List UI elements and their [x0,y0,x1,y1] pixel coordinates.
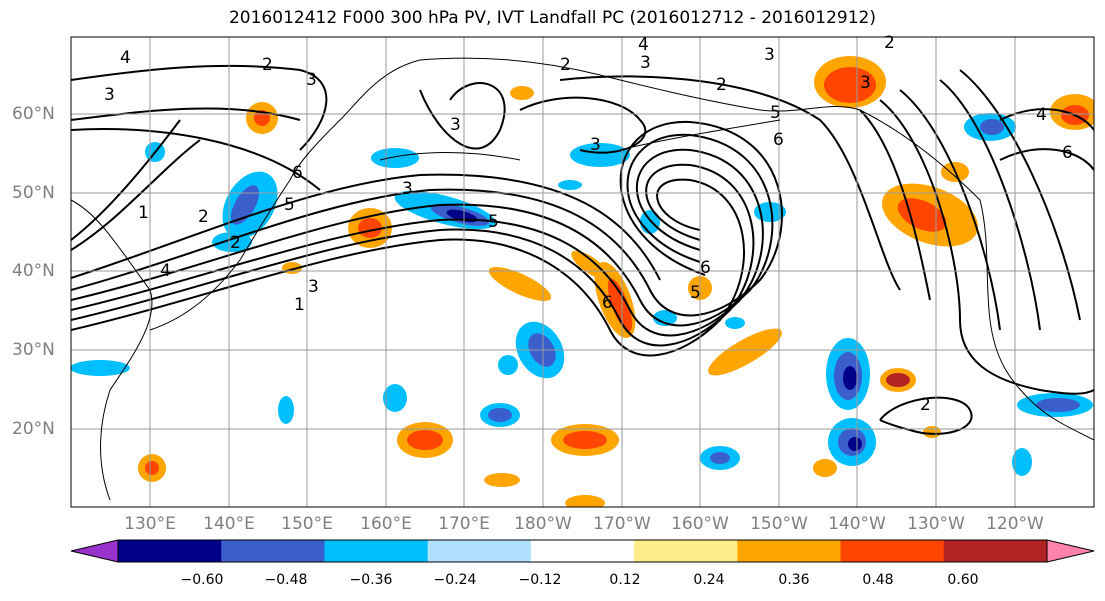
contour-label: 2 [716,75,727,95]
lon-label: 150°W [750,514,808,534]
contour-label: 5 [770,103,781,123]
lon-label: 130°W [907,514,965,534]
contour-label: 6 [1062,143,1073,163]
contour-label: 4 [120,48,131,68]
contour-label: 2 [884,33,895,53]
contour-label: 3 [402,179,413,199]
colorbar-tick-label: −0.36 [349,572,393,588]
contour-label: 6 [292,163,303,183]
lon-label: 120°W [986,514,1044,534]
colorbar-tick-label: 0.36 [778,572,810,588]
colorbar-extend-high [1046,539,1095,563]
colorbar-segment [118,540,222,562]
colorbar-tick-label: 0.24 [693,572,725,588]
lon-label: 180°W [514,514,572,534]
colorbar-segment [634,540,738,562]
colorbar-extend-low [70,539,119,563]
lat-label: 50°N [12,183,55,203]
colorbar-segment [427,540,532,562]
contour-label: 6 [700,258,711,278]
colorbar-segment [943,540,1048,562]
contour-label: 4 [160,261,171,281]
contour-label: 2 [198,207,209,227]
colorbar-segment [221,540,325,562]
colorbar-tick-label: −0.12 [518,572,562,588]
contour-label: 3 [104,85,115,105]
contour-label: 2 [230,233,241,253]
colorbar-segment [840,540,945,562]
contour-label: 2 [560,55,571,75]
map-frame [70,36,1095,508]
lon-label: 160°W [671,514,729,534]
colorbar [70,539,1095,563]
contour-label: 5 [690,283,701,303]
contour-label: 5 [284,195,295,215]
colorbar-frame [117,539,1048,563]
lon-label: 150°E [281,514,333,534]
pv-contours [71,64,1094,435]
contour-label: 5 [488,212,499,232]
lat-label: 40°N [12,261,55,281]
contour-label: 2 [262,55,273,75]
colorbar-tick-label: −0.60 [180,572,224,588]
contour-label: 6 [602,293,613,313]
contour-label: 3 [450,115,461,135]
lon-label: 170°W [593,514,651,534]
colorbar-tick-label: 0.60 [947,572,979,588]
lat-label: 20°N [12,419,55,439]
colorbar-tick-label: −0.48 [264,572,308,588]
contour-label: 3 [860,73,871,93]
colorbar-segment [737,540,842,562]
ivt-anomaly-shading [71,56,1094,507]
colorbar-tick-label: −0.24 [433,572,477,588]
colorbar-segment [530,540,635,562]
contour-label: 3 [640,53,651,73]
contour-label: 3 [308,277,319,297]
lon-label: 140°W [828,514,886,534]
lon-label: 130°E [124,514,176,534]
contour-label: 3 [306,70,317,90]
coastlines [71,57,1094,501]
contour-label: 1 [294,295,305,315]
lon-label: 170°E [438,514,490,534]
contour-label: 1 [138,203,149,223]
lat-label: 60°N [12,104,55,124]
contour-label: 6 [773,130,784,150]
contour-label: 4 [1036,105,1047,125]
colorbar-segment [324,540,429,562]
lon-label: 140°E [203,514,255,534]
contour-label: 3 [590,135,601,155]
lon-label: 160°E [360,514,412,534]
colorbar-tick-label: 0.12 [609,572,641,588]
lat-label: 30°N [12,340,55,360]
contour-label: 2 [920,395,931,415]
colorbar-tick-label: 0.48 [862,572,894,588]
contour-label: 3 [764,45,775,65]
contour-label: 4 [638,35,649,55]
contour-labels: 4 3 2 3 4 2 3 2 3 3 3 6 3 6 5 3 5 2 1 2 … [104,33,1073,415]
graticule [71,37,1094,507]
map-title: 2016012412 F000 300 hPa PV, IVT Landfall… [228,8,876,28]
